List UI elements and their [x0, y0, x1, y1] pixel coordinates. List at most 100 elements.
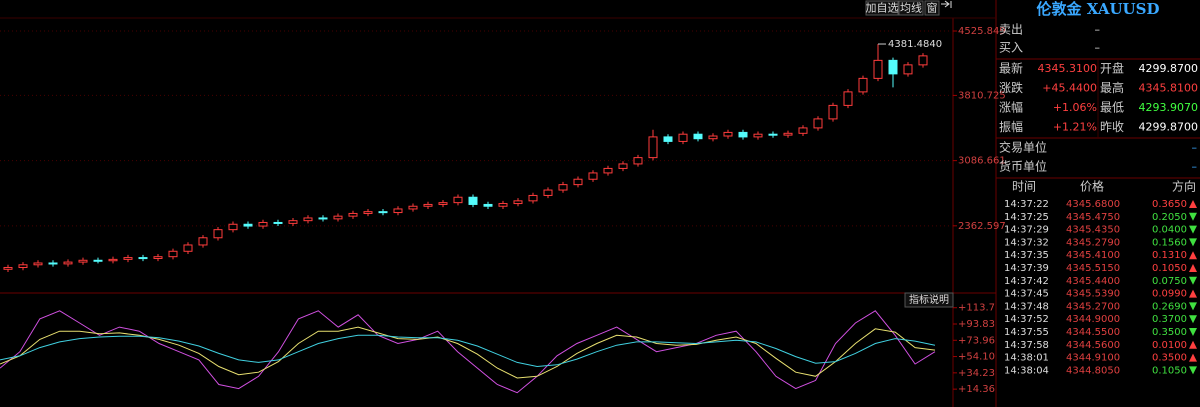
candle-body — [483, 203, 493, 207]
stat-value: +1.21% — [1053, 121, 1097, 134]
tick-change: 0.3650 — [1152, 199, 1187, 210]
y-tick-label: +93.83 — [958, 319, 995, 330]
indicator-help-label[interactable]: 指标说明 — [909, 293, 949, 306]
candle-body — [48, 262, 58, 265]
tick-price: 4345.4350 — [1066, 225, 1120, 236]
candle-body — [858, 77, 868, 93]
stat-label: 涨跌 — [999, 80, 1023, 95]
tick-time: 14:37:48 — [1004, 301, 1049, 312]
exit-icon[interactable] — [941, 0, 952, 8]
tick-change: 0.3700 — [1152, 314, 1187, 325]
tick-time: 14:37:32 — [1004, 237, 1049, 248]
direction-arrow — [1189, 366, 1197, 375]
stat-label: 最新 — [999, 61, 1023, 76]
direction-arrow — [1189, 289, 1197, 298]
candle-body — [918, 55, 928, 66]
candle-body — [588, 172, 598, 180]
tick-price: 4344.9000 — [1066, 314, 1120, 325]
tick-change: 0.3500 — [1152, 327, 1187, 338]
direction-arrow — [1189, 340, 1197, 349]
direction-arrow — [1189, 251, 1197, 260]
tick-price: 4345.4100 — [1066, 250, 1120, 261]
candle-body — [693, 133, 703, 140]
candle-body — [573, 178, 583, 186]
direction-arrow — [1189, 276, 1197, 285]
y-tick-label: +54.10 — [958, 352, 995, 363]
candle-body — [78, 259, 88, 263]
quote-label: 买入 — [999, 41, 1023, 55]
candle-body — [168, 250, 178, 258]
candle-body — [738, 131, 748, 138]
high-annotation: 4381.4840 — [888, 39, 942, 50]
indicator-line — [0, 334, 936, 368]
direction-arrow — [1189, 212, 1197, 221]
quote-value: – — [1095, 23, 1101, 36]
tick-price: 4344.5500 — [1066, 327, 1120, 338]
candle-body — [813, 118, 823, 129]
stat-value: 4345.3100 — [1038, 62, 1098, 75]
indicator-line — [0, 326, 936, 379]
candle-body — [663, 136, 673, 142]
tick-change: 0.2690 — [1152, 301, 1187, 312]
tick-time: 14:37:52 — [1004, 314, 1049, 325]
tick-time: 14:37:29 — [1004, 225, 1049, 236]
y-tick-label: +34.23 — [958, 368, 995, 379]
indicator-line — [0, 310, 936, 394]
tick-change: 0.0400 — [1152, 225, 1187, 236]
direction-arrow — [1189, 238, 1197, 247]
tick-time: 14:37:58 — [1004, 340, 1049, 351]
toolbar-label[interactable]: 加自选 — [866, 2, 899, 15]
candle-body — [108, 258, 118, 262]
candle-body — [363, 211, 373, 214]
stat-label: 昨收 — [1100, 120, 1124, 134]
toolbar-button[interactable] — [865, 0, 899, 16]
tick-time: 14:38:01 — [1004, 353, 1049, 364]
candle-body — [18, 264, 28, 268]
tick-change: 0.1310 — [1152, 250, 1187, 261]
y-tick-label: 3086.661 — [958, 156, 1006, 167]
indicator-help-button[interactable] — [904, 292, 954, 308]
candle-body — [678, 133, 688, 142]
candle-body — [288, 220, 298, 224]
tick-price: 4345.2790 — [1066, 237, 1120, 248]
tick-price: 4345.5390 — [1066, 289, 1120, 300]
tick-time: 14:37:55 — [1004, 327, 1049, 338]
direction-arrow — [1189, 353, 1197, 362]
stat-label: 最高 — [1100, 80, 1124, 95]
tick-time: 14:37:25 — [1004, 212, 1049, 223]
unit-label: 货币单位 — [999, 159, 1047, 174]
toolbar-label[interactable]: 窗 — [927, 1, 938, 15]
y-tick-label: +73.96 — [958, 335, 995, 346]
candle-body — [333, 215, 343, 220]
y-tick-label: 2362.597 — [958, 221, 1006, 232]
tick-price: 4344.8050 — [1066, 365, 1120, 376]
candle-body — [393, 208, 403, 214]
toolbar-button[interactable] — [898, 0, 924, 16]
candle-body — [258, 221, 268, 227]
candle-body — [753, 133, 763, 138]
candle-body — [183, 244, 193, 252]
candle-body — [903, 64, 913, 75]
tick-change: 0.0990 — [1152, 289, 1187, 300]
candle-body — [93, 259, 103, 262]
direction-arrow — [1189, 225, 1197, 234]
candle-body — [468, 196, 478, 205]
tick-change: 0.0750 — [1152, 276, 1187, 287]
unit-value: – — [1192, 160, 1198, 173]
y-tick-label: 3810.725 — [958, 90, 1006, 101]
tick-change: 0.1050 — [1152, 263, 1187, 274]
toolbar-label[interactable]: 均线 — [900, 1, 922, 15]
candle-body — [828, 104, 838, 120]
column-header: 价格 — [1080, 179, 1104, 194]
tick-price: 4345.2700 — [1066, 301, 1120, 312]
candle-body — [408, 205, 418, 210]
y-tick-label: +14.36 — [958, 384, 995, 395]
quote-value: – — [1095, 41, 1101, 54]
candle-body — [558, 184, 568, 191]
candle-body — [273, 221, 283, 224]
tick-price: 4344.9100 — [1066, 353, 1120, 364]
toolbar-button[interactable] — [924, 0, 940, 16]
